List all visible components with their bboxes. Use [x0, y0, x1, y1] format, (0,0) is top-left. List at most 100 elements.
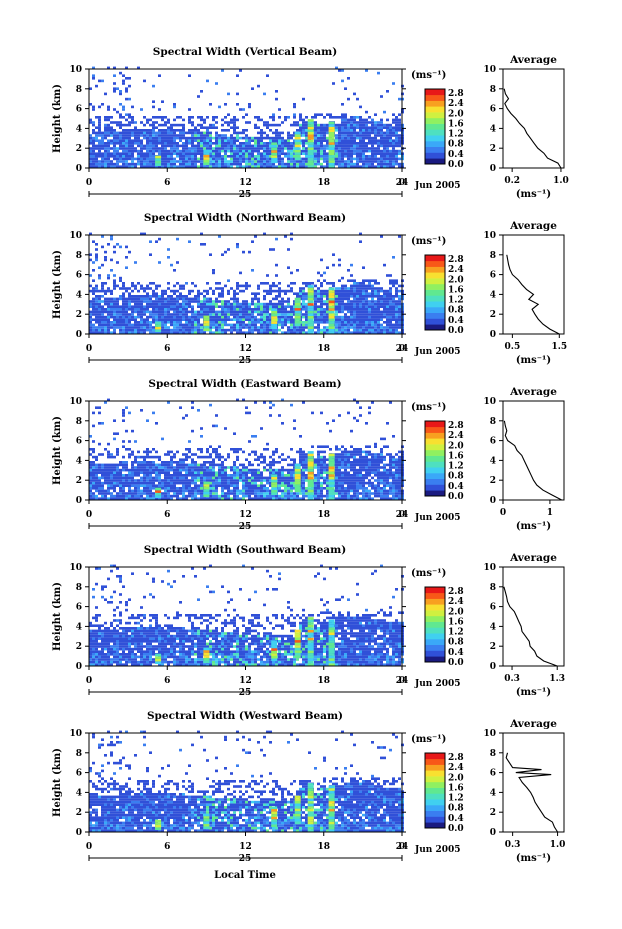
average-y-tick: 4 — [490, 788, 496, 798]
average-y-tick: 0 — [490, 330, 496, 340]
colorbar-tick: 2.8 — [448, 255, 464, 265]
y-tick-label: 2 — [76, 642, 82, 652]
average-y-tick: 8 — [490, 85, 496, 95]
y-tick-label: 4 — [76, 124, 82, 134]
colorbar-tick: 1.2 — [448, 130, 464, 140]
average-y-tick: 2 — [490, 310, 496, 320]
average-profile-line — [505, 752, 559, 833]
average-y-tick: 8 — [490, 417, 496, 427]
y-axis-label: Height (km) — [52, 416, 63, 485]
colorbar-tick: 0.4 — [448, 482, 464, 492]
date-label: Jun 2005 — [414, 845, 461, 855]
x-tick-label: 0 — [86, 842, 92, 852]
colorbar-tick: 2.4 — [448, 431, 464, 441]
y-tick-label: 8 — [76, 583, 82, 593]
y-axis-label: Height (km) — [52, 748, 63, 817]
panel-title: Spectral Width (Westward Beam) — [147, 710, 343, 722]
average-title: Average — [509, 386, 557, 398]
average-y-tick: 4 — [490, 290, 496, 300]
average-title: Average — [509, 54, 557, 66]
x-tick-label: 0 — [86, 510, 92, 520]
average-title: Average — [509, 220, 557, 232]
average-y-tick: 10 — [483, 65, 496, 75]
colorbar-tick: 2.0 — [448, 773, 464, 783]
day-label: 25 — [239, 854, 252, 864]
average-y-tick: 0 — [490, 164, 496, 174]
average-y-tick: 2 — [490, 642, 496, 652]
x-tick-label: 18 — [317, 676, 330, 686]
average-x-label: (ms⁻¹) — [516, 189, 551, 200]
average-frame — [502, 732, 565, 833]
y-tick-label: 0 — [76, 330, 82, 340]
colorbar-unit: (ms⁻¹) — [411, 568, 446, 579]
y-axis-label: Height (km) — [52, 582, 63, 651]
average-y-tick: 6 — [490, 437, 496, 447]
average-x-tick: 0.3 — [504, 674, 520, 684]
average-y-tick: 2 — [490, 476, 496, 486]
average-y-tick: 10 — [483, 729, 496, 739]
colorbar-tick: 1.6 — [448, 119, 464, 129]
average-x-label: (ms⁻¹) — [516, 521, 551, 532]
day-label: 25 — [239, 190, 252, 200]
colorbar-tick: 0.4 — [448, 150, 464, 160]
colorbar-tick: 0.0 — [448, 492, 464, 502]
average-x-tick: 1.0 — [553, 176, 569, 186]
average-y-tick: 0 — [490, 828, 496, 838]
average-y-tick: 10 — [483, 563, 496, 573]
average-y-tick: 10 — [483, 397, 496, 407]
average-y-tick: 0 — [490, 496, 496, 506]
average-profile-line — [503, 420, 562, 501]
colorbar-unit: (ms⁻¹) — [411, 402, 446, 413]
x-tick-label: 18 — [317, 178, 330, 188]
average-y-tick: 8 — [490, 749, 496, 759]
average-y-tick: 6 — [490, 271, 496, 281]
average-frame — [502, 566, 565, 667]
x-tick-label: 12 — [239, 344, 252, 354]
colorbar-tick: 2.0 — [448, 275, 464, 285]
y-tick-label: 8 — [76, 85, 82, 95]
average-x-tick: 1.3 — [549, 674, 565, 684]
y-tick-label: 6 — [76, 769, 82, 779]
y-tick-label: 0 — [76, 662, 82, 672]
y-tick-label: 10 — [69, 65, 82, 75]
panel-1: Spectral Width (Vertical Beam)0246810Hei… — [52, 46, 569, 200]
date-label: Jun 2005 — [414, 513, 461, 523]
panel-title: Spectral Width (Northward Beam) — [144, 212, 346, 224]
heatmap — [89, 232, 404, 334]
x-tick-label: 18 — [317, 842, 330, 852]
colorbar — [424, 586, 446, 663]
colorbar-tick: 0.4 — [448, 648, 464, 658]
colorbar-tick: 2.4 — [448, 597, 464, 607]
average-y-tick: 2 — [490, 144, 496, 154]
heatmap — [89, 730, 404, 832]
y-tick-label: 6 — [76, 437, 82, 447]
colorbar-tick: 0.8 — [448, 804, 464, 814]
average-frame — [502, 234, 565, 335]
y-tick-label: 8 — [76, 251, 82, 261]
y-tick-label: 2 — [76, 476, 82, 486]
day-label: 25 — [239, 522, 252, 532]
colorbar-tick: 2.4 — [448, 265, 464, 275]
x-tick-label: 6 — [164, 842, 170, 852]
colorbar-tick: 0.0 — [448, 824, 464, 834]
colorbar-tick: 0.0 — [448, 326, 464, 336]
x-tick-label: 0 — [399, 344, 405, 354]
average-y-tick: 8 — [490, 251, 496, 261]
colorbar-tick: 2.0 — [448, 607, 464, 617]
colorbar-tick: 1.2 — [448, 794, 464, 804]
x-tick-label: 18 — [317, 510, 330, 520]
x-tick-label: 12 — [239, 676, 252, 686]
colorbar-tick: 1.2 — [448, 296, 464, 306]
x-tick-label: 12 — [239, 510, 252, 520]
panel-2: Spectral Width (Northward Beam)0246810He… — [52, 212, 567, 366]
colorbar-tick: 0.0 — [448, 160, 464, 170]
average-frame — [502, 400, 565, 501]
x-tick-label: 6 — [164, 178, 170, 188]
colorbar-tick: 0.4 — [448, 316, 464, 326]
average-frame — [502, 68, 565, 169]
heatmap — [89, 564, 404, 666]
average-x-label: (ms⁻¹) — [516, 687, 551, 698]
colorbar-tick: 2.8 — [448, 587, 464, 597]
colorbar-tick: 2.0 — [448, 109, 464, 119]
y-tick-label: 10 — [69, 729, 82, 739]
